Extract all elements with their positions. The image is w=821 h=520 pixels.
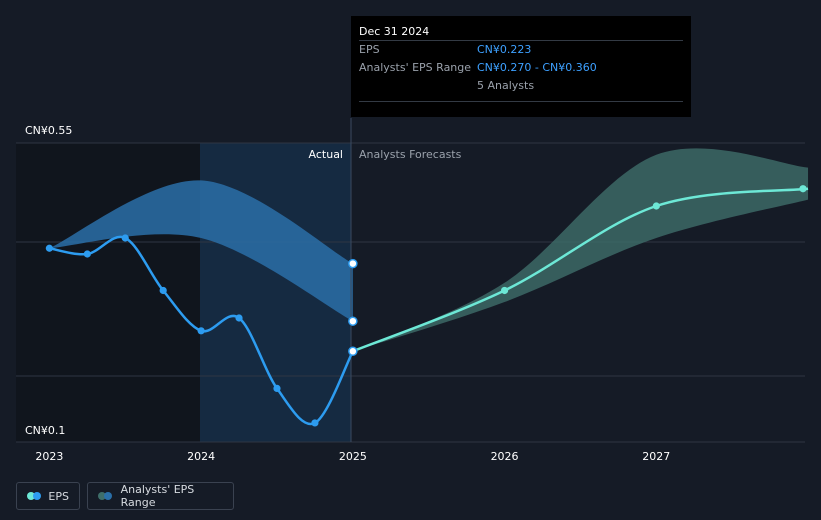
tooltip: Dec 31 2024 EPS CN¥0.223 Analysts' EPS R… (351, 16, 691, 117)
eps-actual-point[interactable] (121, 234, 129, 242)
eps-actual-point[interactable] (197, 327, 205, 335)
actual-eps-range-area (49, 180, 353, 322)
range-legend-icon (98, 492, 113, 500)
x-axis-tick-label: 2024 (187, 450, 215, 463)
eps-actual-point[interactable] (159, 286, 167, 295)
eps-forecast-line (352, 187, 809, 353)
tooltip-analysts-row: 5 Analysts (359, 77, 683, 95)
eps-actual-point[interactable] (83, 250, 91, 258)
eps-forecast-point[interactable] (500, 286, 509, 295)
range-marker-point[interactable] (348, 258, 358, 269)
tooltip-range-value: CN¥0.270 - CN¥0.360 (477, 61, 597, 74)
legend-range-button[interactable]: Analysts' EPS Range (87, 482, 234, 510)
x-axis-tick-label: 2025 (339, 450, 367, 463)
y-axis-bottom-label: CN¥0.1 (25, 424, 65, 437)
tooltip-eps-value: CN¥0.223 (477, 43, 532, 56)
x-axis-tick-label: 2023 (35, 450, 63, 463)
eps-actual-point[interactable] (273, 384, 281, 392)
forecast-section-label: Analysts Forecasts (359, 148, 462, 161)
tooltip-divider (359, 101, 683, 102)
tooltip-range-row: Analysts' EPS Range CN¥0.270 - CN¥0.360 (359, 59, 683, 77)
x-axis-tick-label: 2026 (491, 450, 519, 463)
eps-actual-point[interactable] (348, 346, 358, 357)
tooltip-date: Dec 31 2024 (359, 25, 430, 38)
eps-actual-point[interactable] (235, 314, 243, 322)
legend-eps-label: EPS (48, 489, 69, 503)
range-marker-point[interactable] (348, 316, 358, 326)
y-axis-top-label: CN¥0.55 (25, 124, 72, 137)
eps-actual-point[interactable] (45, 244, 53, 252)
legend-eps-button[interactable]: EPS (16, 482, 80, 510)
forecast-eps-range-area (352, 148, 809, 352)
eps-legend-icon (27, 492, 41, 500)
actual-section-label: Actual (309, 148, 343, 161)
legend-range-label: Analysts' EPS Range (120, 483, 195, 509)
eps-actual-point[interactable] (311, 419, 319, 427)
tooltip-eps-label: EPS (359, 43, 380, 56)
eps-forecast-point[interactable] (799, 185, 807, 193)
x-axis-tick-label: 2027 (642, 450, 670, 463)
tooltip-analysts-count: 5 Analysts (477, 79, 535, 92)
eps-forecast-point[interactable] (652, 202, 660, 210)
tooltip-eps-row: EPS CN¥0.223 (359, 40, 683, 59)
tooltip-range-label: Analysts' EPS Range (359, 61, 472, 74)
